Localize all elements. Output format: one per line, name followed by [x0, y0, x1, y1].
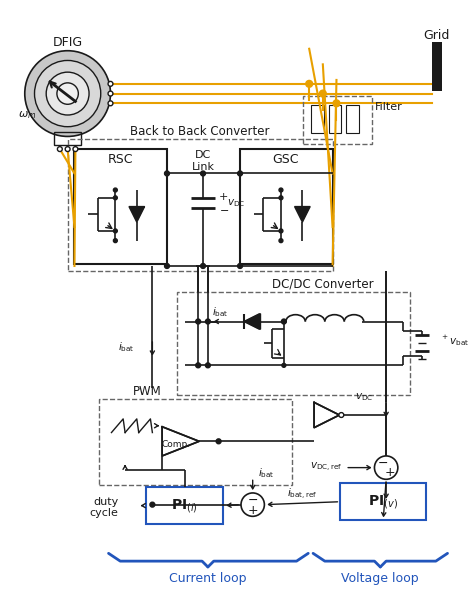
Text: +: +: [385, 466, 395, 479]
Circle shape: [65, 147, 70, 152]
Circle shape: [306, 81, 313, 87]
Circle shape: [164, 171, 169, 176]
Text: Current loop: Current loop: [169, 572, 246, 585]
Text: $\mathbf{PI}_{(i)}$: $\mathbf{PI}_{(i)}$: [171, 496, 198, 514]
Polygon shape: [129, 207, 145, 222]
Circle shape: [196, 363, 201, 368]
Circle shape: [201, 264, 205, 268]
Circle shape: [108, 91, 113, 96]
Polygon shape: [245, 314, 261, 329]
Circle shape: [205, 319, 210, 324]
Circle shape: [113, 239, 117, 242]
Circle shape: [319, 90, 326, 97]
Text: duty
cycle: duty cycle: [90, 497, 118, 518]
Bar: [340, 483, 426, 520]
Circle shape: [282, 364, 286, 367]
Text: $\omega_m$: $\omega_m$: [18, 109, 36, 121]
Circle shape: [108, 81, 113, 86]
Circle shape: [113, 196, 117, 200]
Circle shape: [108, 101, 113, 106]
Circle shape: [35, 61, 101, 127]
Text: $i_{\mathrm{bat}}$: $i_{\mathrm{bat}}$: [212, 305, 229, 319]
Text: Comp.: Comp.: [161, 440, 190, 448]
Circle shape: [241, 493, 264, 516]
Circle shape: [339, 413, 344, 418]
Bar: [146, 487, 223, 524]
Circle shape: [237, 264, 243, 268]
Circle shape: [113, 188, 117, 192]
Circle shape: [279, 188, 283, 192]
Text: DC/DC Converter: DC/DC Converter: [272, 278, 374, 291]
Circle shape: [57, 147, 62, 152]
Text: $\mathbf{PI}_{(v)}$: $\mathbf{PI}_{(v)}$: [368, 493, 398, 511]
Text: $i_{\mathrm{bat}}$: $i_{\mathrm{bat}}$: [257, 467, 274, 481]
Text: $-$: $-$: [377, 456, 388, 469]
Circle shape: [279, 196, 283, 200]
Circle shape: [113, 229, 117, 233]
Bar: [328, 105, 341, 133]
Text: $^+v_{\mathrm{bat}}$: $^+v_{\mathrm{bat}}$: [440, 333, 469, 348]
Text: RSC: RSC: [108, 153, 133, 166]
Circle shape: [57, 83, 78, 104]
Text: +: +: [219, 192, 228, 202]
Bar: [177, 292, 410, 395]
Circle shape: [201, 171, 205, 176]
Bar: [311, 105, 324, 133]
Text: GSC: GSC: [273, 153, 299, 166]
Text: PWM: PWM: [133, 385, 162, 398]
Text: Grid: Grid: [424, 28, 450, 42]
Polygon shape: [244, 314, 260, 329]
Text: +: +: [247, 504, 258, 517]
Text: Back to Back Converter: Back to Back Converter: [130, 125, 270, 138]
Text: $v_{\mathrm{DC}}$: $v_{\mathrm{DC}}$: [228, 197, 246, 208]
Bar: [303, 96, 372, 144]
Circle shape: [279, 229, 283, 233]
Circle shape: [150, 502, 155, 507]
Circle shape: [282, 319, 286, 324]
Text: $-$: $-$: [219, 204, 229, 213]
Text: $i_{\mathrm{bat}}$: $i_{\mathrm{bat}}$: [118, 340, 135, 354]
Circle shape: [196, 319, 201, 324]
Bar: [432, 42, 442, 91]
Circle shape: [237, 171, 243, 176]
Circle shape: [279, 239, 283, 242]
Text: $v_{\mathrm{DC}}$: $v_{\mathrm{DC}}$: [355, 391, 374, 404]
Text: Voltage loop: Voltage loop: [341, 572, 419, 585]
Circle shape: [73, 147, 78, 152]
Text: DFIG: DFIG: [53, 36, 82, 50]
Circle shape: [46, 72, 89, 115]
Circle shape: [205, 363, 210, 368]
Circle shape: [25, 51, 110, 136]
Circle shape: [216, 439, 221, 444]
Bar: [68, 139, 333, 271]
Bar: [74, 149, 167, 264]
Polygon shape: [294, 207, 310, 222]
Circle shape: [282, 319, 286, 324]
Bar: [346, 105, 359, 133]
Bar: [54, 132, 81, 145]
Text: Filter: Filter: [375, 102, 403, 112]
Bar: [240, 149, 333, 264]
Text: $-$: $-$: [247, 493, 258, 506]
Circle shape: [374, 456, 398, 479]
Circle shape: [333, 100, 340, 107]
Bar: [99, 399, 292, 485]
Text: $i_{\mathrm{bat,ref}}$: $i_{\mathrm{bat,ref}}$: [287, 487, 318, 502]
Text: $v_{\mathrm{DC,ref}}$: $v_{\mathrm{DC,ref}}$: [310, 461, 342, 474]
Text: DC
Link: DC Link: [191, 150, 215, 171]
Circle shape: [164, 264, 169, 268]
